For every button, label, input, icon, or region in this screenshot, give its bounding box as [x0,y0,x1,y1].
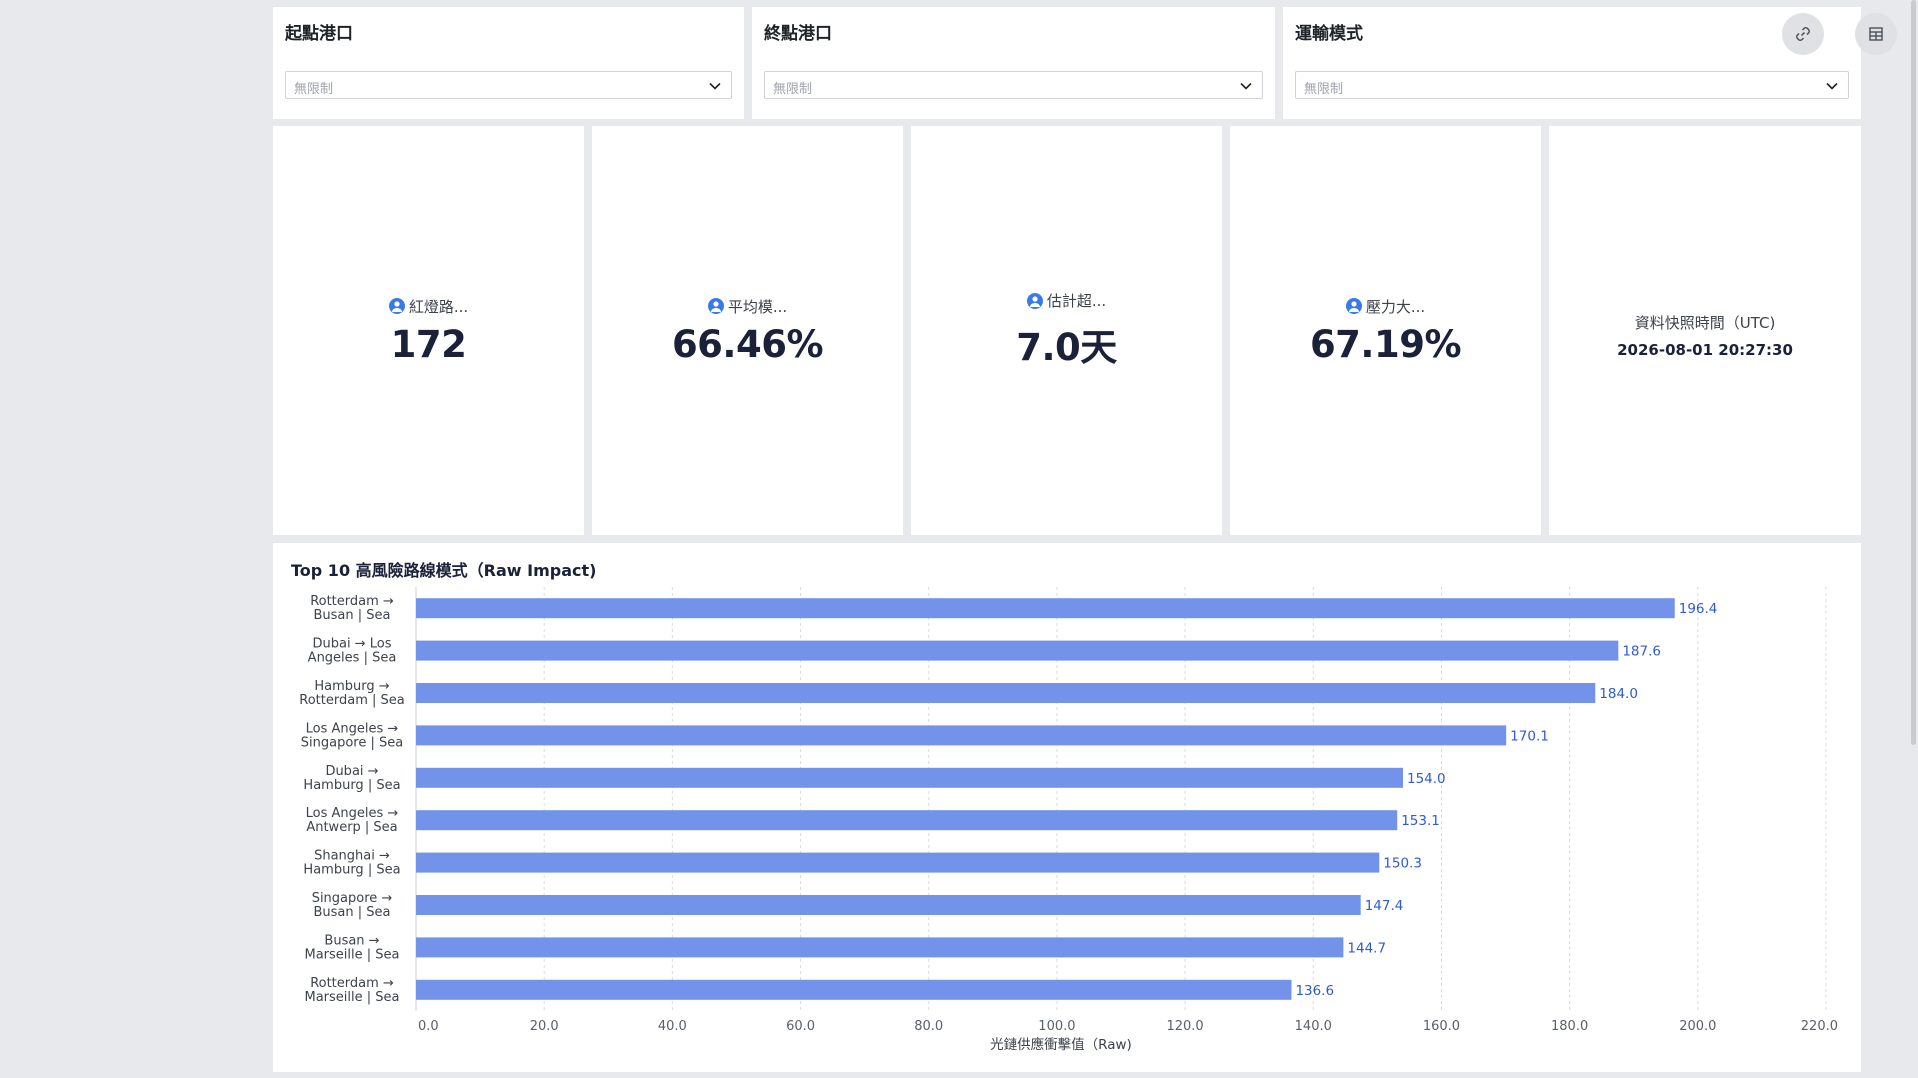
snapshot-time-card: 資料快照時間（UTC) 2026-08-01 20:27:30 [1549,126,1861,535]
origin-port-select[interactable]: 無限制 [285,71,732,99]
y-category-label: Los Angeles → [306,721,399,736]
bar-value-label: 153.1 [1401,813,1440,829]
bar [416,767,1403,788]
kpi-card-average-model: 平均模... 66.46% [592,126,903,535]
kpi-value: 7.0天 [1016,326,1117,369]
x-tick-label: 40.0 [658,1019,687,1034]
user-circle-icon [388,298,405,314]
x-tick-label: 180.0 [1551,1019,1588,1034]
bar [416,725,1507,746]
y-category-label: Rotterdam | Sea [299,693,404,708]
filter-title: 終點港口 [764,24,832,44]
bar [416,810,1398,831]
y-category-label: Busan → [324,933,379,948]
y-category-label: Marseille | Sea [305,990,400,1005]
kpi-card-high-pressure: 壓力大... 67.19% [1230,126,1541,535]
x-tick-label: 200.0 [1679,1019,1716,1034]
kpi-label: 估計超... [1026,290,1107,311]
y-category-label: Hamburg | Sea [303,863,400,878]
kpi-card-estimated-delay: 估計超... 7.0天 [911,126,1222,535]
bar-value-label: 154.0 [1407,771,1446,787]
y-category-label: Rotterdam → [310,976,394,991]
grid-layout-icon [1869,27,1883,41]
bar [416,979,1292,1000]
bar-value-label: 147.4 [1365,898,1404,914]
link-button[interactable] [1782,13,1824,55]
kpi-label-text: 估計超... [1046,292,1107,310]
select-placeholder: 無限制 [1304,82,1344,97]
kpi-label-text: 壓力大... [1365,297,1426,316]
x-tick-label: 80.0 [914,1019,943,1034]
bar-value-label: 150.3 [1383,856,1422,872]
kpi-label: 平均模... [707,296,788,317]
y-category-label: Busan | Sea [314,905,391,920]
kpi-label-text: 平均模... [727,297,788,316]
bar [416,598,1675,619]
kpi-card-red-light-routes: 紅燈路... 172 [273,126,584,535]
bar-value-label: 187.6 [1622,644,1661,660]
x-tick-label: 60.0 [786,1019,815,1034]
top10-route-chart-panel: Top 10 高風險路線模式（Raw Impact) 0.0 20.0 40.0 60… [273,543,1861,1072]
y-category-label: Dubai → [325,764,378,779]
kpi-value: 66.46% [671,322,824,366]
snapshot-value: 2026-08-01 20:27:30 [1617,341,1793,359]
y-category-label: Dubai → Los [313,637,392,652]
x-tick-label: 140.0 [1295,1019,1332,1034]
destination-port-select[interactable]: 無限制 [764,71,1263,99]
kpi-value: 172 [390,322,467,366]
y-category-label: Marseille | Sea [305,947,400,962]
kpi-label-text: 紅燈路... [408,297,469,316]
filter-panel-origin: 起點港口 無限制 [273,7,744,119]
bar-value-label: 184.0 [1599,686,1638,702]
y-category-label: Busan | Sea [314,608,391,623]
select-placeholder: 無限制 [294,82,334,97]
kpi-label: 紅燈路... [388,296,469,317]
transport-mode-select[interactable]: 無限制 [1295,71,1849,99]
filter-panel-transport-mode: 運輸模式 無限制 [1283,7,1861,119]
y-category-label: Antwerp | Sea [306,820,397,835]
y-category-label: Rotterdam → [310,594,394,609]
chevron-down-icon [709,82,721,90]
bar-value-label: 196.4 [1679,601,1718,617]
page-scrollbar[interactable] [1911,0,1916,745]
select-placeholder: 無限制 [773,82,813,97]
y-category-label: Hamburg → [314,679,389,694]
filter-panel-destination: 終點港口 無限制 [752,7,1275,119]
chevron-down-icon [1240,82,1252,90]
user-circle-icon [707,298,724,314]
x-tick-label: 20.0 [530,1019,559,1034]
bar-value-label: 170.1 [1510,728,1549,744]
bar-chart: 0.0 20.0 40.0 60.0 80.0 100.0 120.0 140.0 160.0 1… [299,587,1838,1053]
bar [416,852,1380,873]
user-circle-icon [1345,298,1362,314]
y-category-label: Shanghai → [314,849,390,864]
x-tick-label: 160.0 [1423,1019,1460,1034]
y-category-label: Hamburg | Sea [303,778,400,793]
layout-button[interactable] [1855,13,1897,55]
link-icon [1796,27,1810,41]
chart-title: Top 10 高風險路線模式（Raw Impact) [291,561,597,580]
filter-title: 運輸模式 [1295,24,1363,44]
x-tick-label: 220.0 [1801,1019,1838,1034]
x-tick-label: 0.0 [418,1019,439,1034]
bar [416,640,1619,661]
y-category-label: Angeles | Sea [308,651,397,666]
user-circle-icon [1026,292,1043,309]
bar-value-label: 144.7 [1347,940,1386,956]
bar [416,683,1596,703]
chevron-down-icon [1826,82,1838,90]
bar [416,937,1344,958]
x-tick-label: 120.0 [1166,1019,1203,1034]
x-axis-title: 光鏈供應衝擊值（Raw) [990,1036,1132,1053]
y-category-label: Los Angeles → [306,806,399,821]
bar [416,895,1361,915]
bar-value-label: 136.6 [1295,983,1334,999]
kpi-value: 67.19% [1309,322,1462,366]
kpi-label: 壓力大... [1345,296,1426,317]
snapshot-label: 資料快照時間（UTC) [1634,314,1776,332]
y-category-label: Singapore → [312,891,393,906]
x-tick-label: 100.0 [1038,1019,1075,1034]
y-category-label: Singapore | Sea [301,735,403,750]
filter-title: 起點港口 [285,24,353,44]
